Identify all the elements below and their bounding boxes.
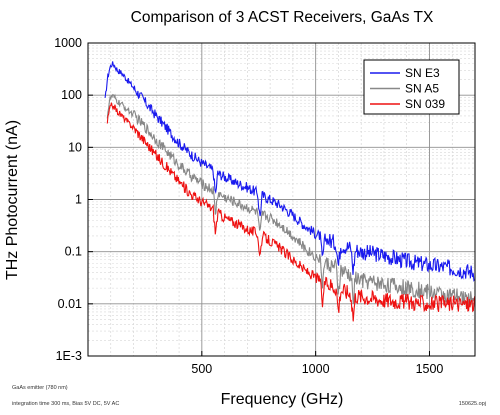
y-tick-label: 10 (68, 140, 82, 154)
series-line-1 (106, 93, 476, 307)
legend-label-0: SN E3 (405, 66, 440, 80)
x-axis-label: Frequency (GHz) (221, 391, 344, 408)
y-axis: 1000 100 10 1 0.1 0.01 1E-3 (54, 36, 93, 363)
y-tick-label: 1 (75, 193, 82, 207)
footer-note-2: integration time 300 ms, Bias 5V DC, 5V … (12, 401, 119, 407)
x-axis: 500 1000 1500 (191, 351, 443, 376)
series-line-2 (106, 102, 476, 322)
y-tick-label: 0.01 (58, 297, 82, 311)
y-tick-label: 1000 (54, 36, 82, 50)
x-tick-label: 1500 (416, 362, 444, 376)
plot-area (104, 61, 476, 322)
chart-title: Comparison of 3 ACST Receivers, GaAs TX (131, 9, 434, 26)
footer-note-1: GaAs emitter (780 nm) (12, 385, 68, 391)
legend-label-1: SN A5 (405, 82, 439, 96)
y-axis-label: THz Photocurrent (nA) (4, 120, 21, 280)
y-tick-label: 1E-3 (56, 349, 82, 363)
y-tick-label: 100 (61, 88, 82, 102)
legend-label-2: SN 039 (405, 97, 445, 111)
x-tick-label: 1000 (302, 362, 330, 376)
y-tick-label: 0.1 (65, 245, 82, 259)
series-line-0 (104, 61, 475, 282)
legend-box (363, 59, 460, 115)
footer-file: 150625.opj (459, 401, 486, 407)
x-tick-label: 500 (191, 362, 212, 376)
